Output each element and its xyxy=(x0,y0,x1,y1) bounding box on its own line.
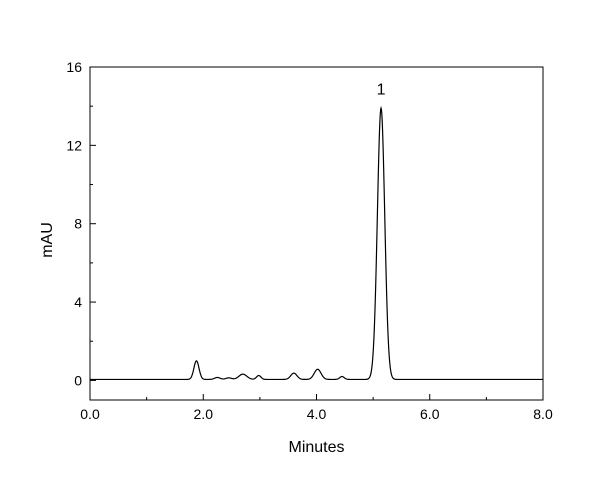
peak-annotations: 1 xyxy=(377,81,386,98)
y-tick-label: 4 xyxy=(74,294,82,310)
y-tick-label: 12 xyxy=(66,137,82,153)
chromatogram-trace xyxy=(90,105,543,381)
x-axis-title: Minutes xyxy=(288,439,344,456)
tick-labels: 0.0 2.0 4.0 6.0 8.0 0 4 8 12 16 xyxy=(66,59,553,422)
y-axis-title: mAU xyxy=(39,222,56,258)
x-tick-label: 2.0 xyxy=(194,406,214,422)
plot-frame xyxy=(89,66,544,401)
y-tick-label: 0 xyxy=(74,372,82,388)
y-tick-label: 16 xyxy=(66,59,82,75)
axis-ticks xyxy=(89,66,544,400)
x-tick-label: 4.0 xyxy=(307,406,327,422)
x-tick-label: 0.0 xyxy=(80,406,100,422)
x-tick-label: 6.0 xyxy=(420,406,440,422)
y-tick-label: 8 xyxy=(74,216,82,232)
x-tick-label: 8.0 xyxy=(533,406,553,422)
peak-label: 1 xyxy=(377,81,386,98)
